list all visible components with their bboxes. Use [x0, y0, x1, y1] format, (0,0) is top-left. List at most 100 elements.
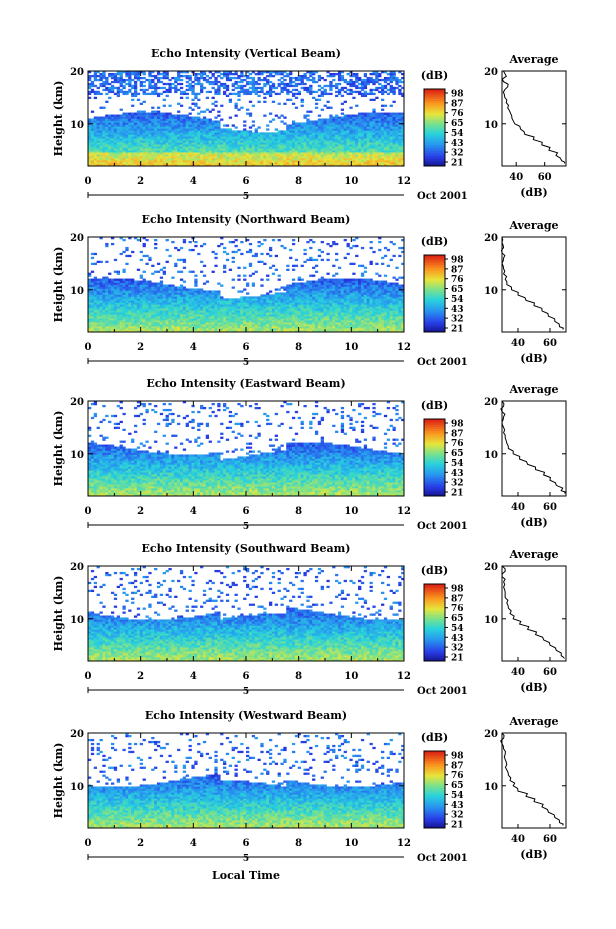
heatmap-cell: [329, 85, 332, 87]
heatmap-cell: [390, 130, 393, 132]
heatmap-cell: [349, 154, 352, 156]
heatmap-cell: [212, 328, 215, 330]
heatmap-cell: [154, 130, 157, 132]
heatmap-cell: [355, 91, 358, 93]
heatmap-cell: [370, 122, 373, 124]
heatmap-cell: [361, 124, 364, 126]
heatmap-cell: [194, 312, 197, 314]
heatmap-cell: [375, 75, 378, 77]
heatmap-cell: [306, 146, 309, 148]
heatmap-cell: [341, 156, 344, 158]
heatmap-cell: [381, 148, 384, 150]
heatmap-cell: [324, 128, 327, 130]
heatmap-cell: [301, 322, 304, 324]
heatmap-cell: [163, 318, 166, 320]
heatmap-cell: [381, 146, 384, 148]
heatmap-cell: [246, 154, 249, 156]
heatmap-cell: [217, 126, 220, 128]
heatmap-cell: [309, 128, 312, 130]
heatmap-cell: [324, 158, 327, 160]
heatmap-cell: [260, 150, 263, 152]
heatmap-cell: [249, 126, 252, 128]
x-tick-label: 0: [85, 176, 92, 187]
heatmap-cell: [387, 142, 390, 144]
heatmap-cell: [105, 136, 108, 138]
heatmap-cell: [255, 140, 258, 142]
heatmap-cell: [148, 318, 151, 320]
heatmap-cell: [286, 132, 289, 134]
heatmap-cell: [183, 128, 186, 130]
heatmap-cell: [94, 142, 97, 144]
heatmap-cell: [352, 73, 355, 75]
heatmap-cell: [235, 318, 238, 320]
heatmap-cell: [220, 318, 223, 320]
heatmap-cell: [197, 132, 200, 134]
heatmap-cell: [177, 306, 180, 308]
heatmap-cell: [387, 150, 390, 152]
heatmap-cell: [361, 117, 364, 119]
heatmap-cell: [249, 132, 252, 134]
heatmap-cell: [364, 93, 367, 95]
heatmap-cell: [229, 117, 232, 119]
heatmap-cell: [163, 83, 166, 85]
heatmap-cell: [309, 312, 312, 314]
heatmap-cell: [97, 328, 100, 330]
heatmap-cell: [108, 136, 111, 138]
heatmap-cell: [266, 328, 269, 330]
heatmap-cell: [272, 132, 275, 134]
heatmap-cell: [364, 122, 367, 124]
heatmap-cell: [125, 73, 128, 75]
heatmap-cell: [151, 150, 154, 152]
heatmap-cell: [358, 117, 361, 119]
heatmap-cell: [99, 77, 102, 79]
heatmap-cell: [398, 130, 401, 132]
heatmap-cell: [347, 134, 350, 136]
heatmap-cell: [329, 308, 332, 310]
heatmap-cell: [94, 158, 97, 160]
heatmap-cell: [292, 328, 295, 330]
heatmap-cell: [105, 122, 108, 124]
heatmap-cell: [209, 154, 212, 156]
heatmap-cell: [309, 156, 312, 158]
heatmap-cell: [91, 138, 94, 140]
heatmap-cell: [266, 142, 269, 144]
heatmap-cell: [97, 310, 100, 312]
heatmap-cell: [358, 310, 361, 312]
heatmap-cell: [387, 136, 390, 138]
heatmap-cell: [315, 134, 318, 136]
heatmap-cell: [197, 73, 200, 75]
heatmap-cell: [200, 138, 203, 140]
heatmap-cell: [154, 111, 157, 113]
heatmap-cell: [347, 162, 350, 164]
heatmap-cell: [295, 128, 298, 130]
heatmap-cell: [163, 136, 166, 138]
heatmap-cell: [217, 132, 220, 134]
heatmap-cell: [125, 134, 128, 136]
heatmap-cell: [390, 150, 393, 152]
heatmap-cell: [134, 138, 137, 140]
heatmap-cell: [326, 146, 329, 148]
heatmap-cell: [266, 83, 269, 85]
heatmap-cell: [237, 99, 240, 101]
panel-1: Echo Intensity (Northward Beam)1020Heigh…: [52, 213, 566, 368]
heatmap-cell: [209, 81, 212, 83]
heatmap-cell: [286, 162, 289, 164]
heatmap-cell: [102, 310, 105, 312]
heatmap-cell: [220, 314, 223, 316]
heatmap-cell: [252, 308, 255, 310]
heatmap-cell: [252, 150, 255, 152]
heatmap-cell: [145, 136, 148, 138]
heatmap-cell: [352, 160, 355, 162]
heatmap-cell: [114, 93, 117, 95]
heatmap-cell: [143, 144, 146, 146]
heatmap-cell: [367, 83, 370, 85]
heatmap-cell: [189, 148, 192, 150]
heatmap-cell: [335, 158, 338, 160]
heatmap-cell: [120, 156, 123, 158]
heatmap-cell: [134, 156, 137, 158]
heatmap-cell: [361, 89, 364, 91]
heatmap-cell: [145, 134, 148, 136]
heatmap-cell: [177, 316, 180, 318]
heatmap-cell: [246, 146, 249, 148]
heatmap-cell: [329, 120, 332, 122]
